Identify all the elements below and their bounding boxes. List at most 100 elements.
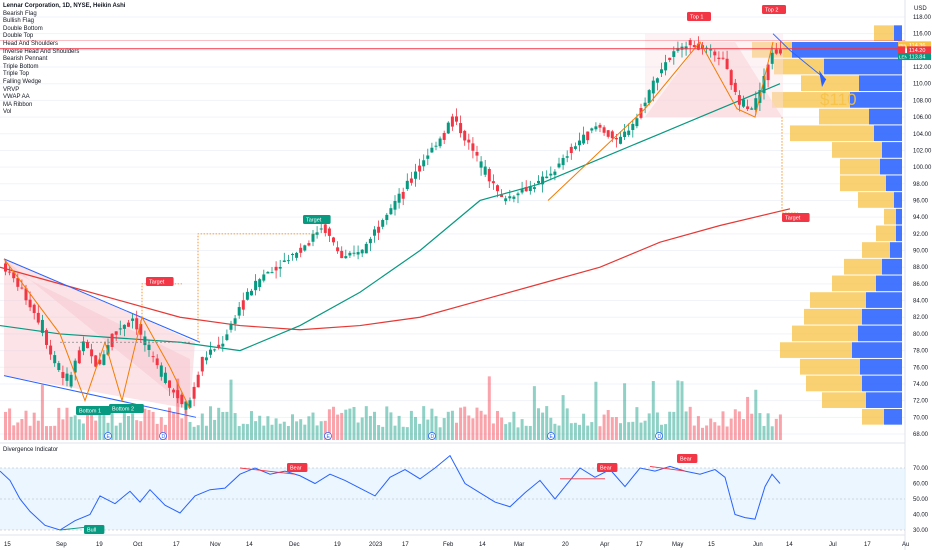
volume-bar [295,421,299,440]
volume-bar [725,426,729,440]
volume-bar [102,413,106,440]
event-marker[interactable] [324,432,332,440]
time-tick-label: 20 [562,542,569,548]
volume-bar [467,415,471,440]
volume-profile-up [860,358,902,375]
legend-indicator[interactable]: Inverse Head And Shoulders [3,48,80,55]
divergence-title: Divergence Indicator [3,447,58,453]
volume-profile-down [810,292,866,308]
volume-bar [180,418,184,440]
volume-bar [414,416,417,440]
volume-bar [360,417,364,440]
volume-bar [229,379,233,440]
candle-body [20,287,24,289]
volume-bars [4,376,782,440]
volume-bar [241,423,245,440]
legend-indicator[interactable]: Head And Shoulders [3,40,59,47]
volume-bar [463,406,467,440]
candle-body [98,359,102,365]
time-tick-label: 17 [864,542,871,548]
candle-body [397,193,401,203]
volume-bar [635,407,639,440]
candle-body [291,253,294,256]
volume-bar [545,406,549,440]
candle-body [221,343,225,347]
volume-profile-down [840,175,886,192]
legend-indicator[interactable]: Bearish Flag [3,10,37,17]
volume-bar [282,421,286,440]
chart-legend: Lennar Corporation, 1D, NYSE, Heikin Ash… [3,3,125,117]
price-tick-label: 106.00 [913,115,932,121]
event-marker[interactable] [428,432,436,440]
volume-profile-down [832,275,876,292]
candle-body [594,126,598,130]
candle-body [672,51,676,57]
candle-body [754,98,758,110]
volume-bar [479,410,483,440]
volume-profile-up [876,275,902,292]
volume-bar [40,384,44,440]
event-marker[interactable] [159,432,167,440]
volume-bar [442,418,446,440]
volume-bar [582,413,586,440]
candle-body [282,260,286,262]
candle-body [8,271,12,273]
candle-body [377,226,381,233]
top2-label-text: Top 2 [765,8,778,14]
volume-bar [610,417,614,440]
legend-indicator[interactable]: Double Bottom [3,25,43,32]
volume-bar [491,423,495,440]
legend-indicator[interactable]: Bullish Flag [3,18,35,25]
candle-body [688,40,692,46]
volume-bar [405,427,409,440]
volume-bar [344,409,348,440]
legend-indicator[interactable]: MA Ribbon [3,101,33,108]
legend-indicator[interactable]: Triple Top [3,71,30,78]
volume-profile-down [862,242,890,258]
volume-profile-up [824,58,902,75]
candle-body [725,58,729,69]
event-marker[interactable] [104,432,112,440]
volume-bar [311,412,315,440]
bear-label-2-text: Bear [600,466,612,472]
time-tick-label: Au [902,542,909,548]
volume-bar [483,414,487,440]
volume-bar [250,411,253,440]
legend-indicator[interactable]: VRVP [3,86,20,93]
event-marker[interactable] [655,432,663,440]
volume-profile-down [772,92,850,108]
volume-bar [766,413,770,440]
volume-profile-up [874,125,902,142]
candle-body [229,323,233,330]
volume-bar [459,407,463,440]
event-marker-text: D [162,434,166,440]
legend-indicator[interactable]: VWAP AA [3,94,30,101]
price-tick-label: 104.00 [913,132,932,138]
price-tick-label: 118.00 [913,15,932,21]
candle-body [340,250,344,259]
time-tick-label: 17 [636,542,643,548]
volume-bar [606,410,610,440]
ma-fast-line [0,83,781,352]
candle-body [381,219,385,227]
legend-indicator[interactable]: Vol [3,109,12,116]
legend-indicator[interactable]: Falling Wedge [3,78,42,85]
price-tick-label: 112.00 [913,65,932,71]
candle-body [106,345,110,355]
legend-indicator[interactable]: Bearish Pennant [3,56,48,63]
time-tick-label: Apr [600,542,609,548]
candle-body [209,349,212,355]
candle-body [24,288,28,301]
volume-bar [537,408,540,440]
legend-indicator[interactable]: Triple Bottom [3,63,39,70]
event-marker[interactable] [547,432,555,440]
time-tick-label: 15 [708,542,715,548]
volume-bar [286,426,290,440]
candle-body [336,247,340,252]
event-marker-text: D [431,434,435,440]
legend-indicator[interactable]: Double Top [3,33,34,40]
volume-bar [631,421,635,440]
volume-bar [381,426,385,440]
price-tag [907,53,931,61]
